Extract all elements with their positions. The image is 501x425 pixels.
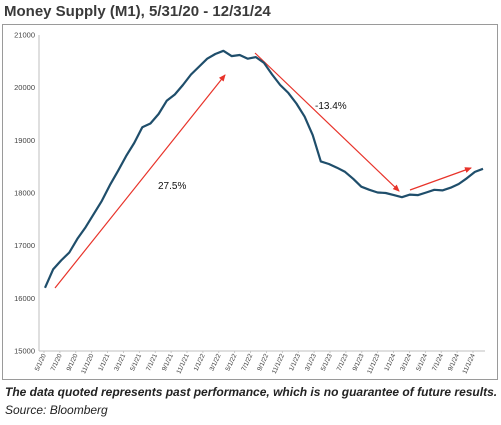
x-axis-ticks: 5/1/20 7/1/20 9/1/20 11/1/20 1/1/21 3/1/21 5/1… xyxy=(34,351,477,375)
x-tick-label: 9/1/20 xyxy=(66,353,80,373)
performance-disclaimer: The data quoted represents past performa… xyxy=(5,385,498,399)
x-tick-label: 3/1/24 xyxy=(399,353,413,373)
chart-title: Money Supply (M1), 5/31/20 - 12/31/24 xyxy=(4,3,271,20)
series-group xyxy=(43,49,484,289)
x-tick-label: 9/1/23 xyxy=(352,353,366,373)
x-tick-label: 3/1/21 xyxy=(113,353,127,373)
x-tick-label: 7/1/23 xyxy=(336,353,350,373)
y-tick-label: 16000 xyxy=(14,294,35,303)
y-tick-label: 15000 xyxy=(14,347,35,356)
x-tick-label: 11/1/20 xyxy=(80,353,95,376)
line-chart: 21000 20000 19000 18000 17000 16000 15000 5/1/… xyxy=(14,31,485,375)
x-tick-label: 11/1/21 xyxy=(176,353,191,376)
arrow-down-trend xyxy=(254,52,400,192)
x-tick-label: 9/1/24 xyxy=(447,353,461,373)
annotation-label: -13.4% xyxy=(315,101,347,112)
x-tick-label: 7/1/20 xyxy=(50,353,64,373)
x-tick-label: 1/1/22 xyxy=(193,353,207,373)
x-tick-label: 5/1/23 xyxy=(320,353,334,373)
x-tick-label: 3/1/23 xyxy=(304,353,318,373)
x-tick-label: 1/1/23 xyxy=(288,353,302,373)
source-note: Source: Bloomberg xyxy=(5,403,108,417)
y-tick-label: 17000 xyxy=(14,241,35,250)
x-tick-label: 1/1/21 xyxy=(97,353,111,373)
y-tick-label: 21000 xyxy=(14,31,35,40)
chart-annotations: 27.5% -13.4% xyxy=(158,101,347,192)
x-tick-label: 9/1/21 xyxy=(161,353,175,373)
y-tick-label: 19000 xyxy=(14,136,35,145)
arrow-up-trend xyxy=(54,74,226,289)
x-tick-label: 11/1/24 xyxy=(462,353,477,376)
x-tick-label: 3/1/22 xyxy=(209,353,223,373)
x-tick-label: 1/1/24 xyxy=(383,353,397,373)
x-tick-label: 5/1/20 xyxy=(34,353,48,373)
x-tick-label: 7/1/22 xyxy=(240,353,254,373)
annotation-label: 27.5% xyxy=(158,181,186,192)
trend-arrows xyxy=(54,52,472,289)
chart-frame: 21000 20000 19000 18000 17000 16000 15000 5/1/… xyxy=(2,24,498,380)
x-tick-label: 11/1/22 xyxy=(271,353,286,376)
y-tick-label: 18000 xyxy=(14,189,35,198)
arrow-recovery-trend xyxy=(409,167,472,191)
x-tick-label: 7/1/21 xyxy=(145,353,159,373)
x-tick-label: 5/1/24 xyxy=(415,353,429,373)
chart-axes xyxy=(38,35,485,352)
y-axis-ticks: 21000 20000 19000 18000 17000 16000 15000 xyxy=(14,31,35,356)
x-tick-label: 7/1/24 xyxy=(431,353,445,373)
x-tick-label: 9/1/22 xyxy=(256,353,270,373)
series-line xyxy=(43,49,484,289)
y-tick-label: 20000 xyxy=(14,83,35,92)
x-tick-label: 5/1/22 xyxy=(224,353,238,373)
x-tick-label: 11/1/23 xyxy=(366,353,381,376)
x-tick-label: 5/1/21 xyxy=(129,353,143,373)
